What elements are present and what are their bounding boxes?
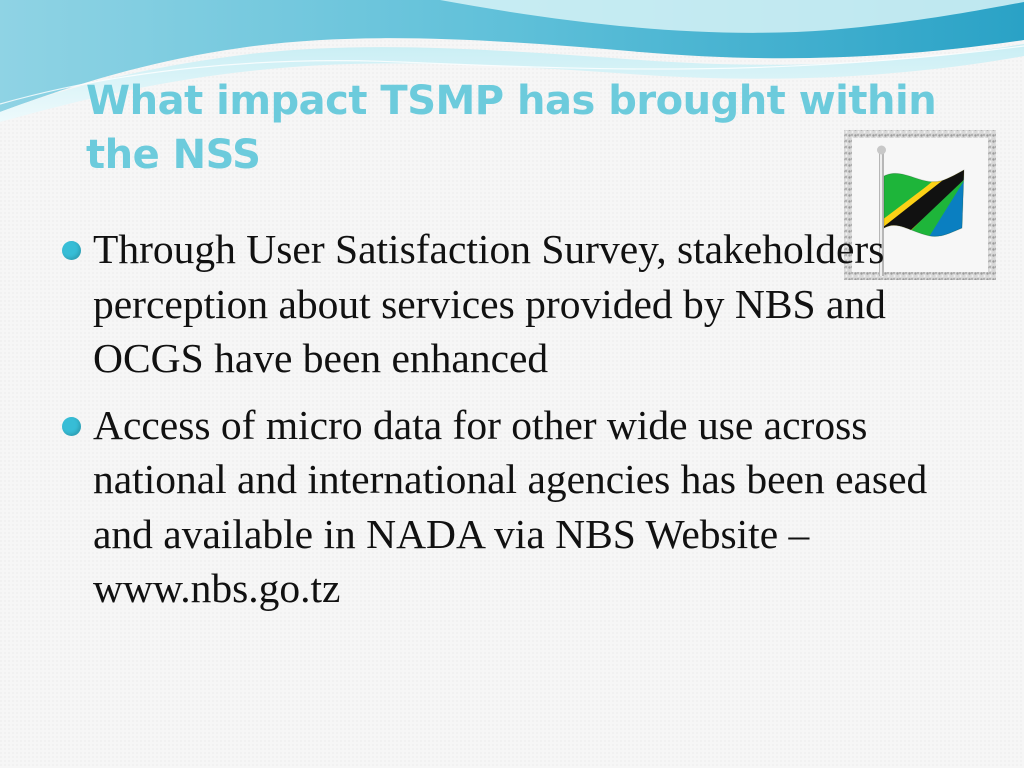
tanzania-flag-icon: [844, 130, 996, 280]
header-wave-decoration: [0, 0, 1024, 122]
slide-title: What impact TSMP has brought within the …: [86, 78, 937, 178]
bullet-list: Through User Satisfaction Survey, stakeh…: [60, 222, 960, 628]
bullet-dot-icon: [62, 416, 81, 436]
bullet-text: Through User Satisfaction Survey, stakeh…: [93, 226, 886, 381]
bullet-item: Access of micro data for other wide use …: [60, 398, 960, 616]
bullet-dot-icon: [62, 241, 81, 260]
flag-image: [842, 128, 998, 282]
bullet-text: Access of micro data for other wide use …: [93, 401, 928, 612]
bullet-item: Through User Satisfaction Survey, stakeh…: [60, 222, 960, 386]
